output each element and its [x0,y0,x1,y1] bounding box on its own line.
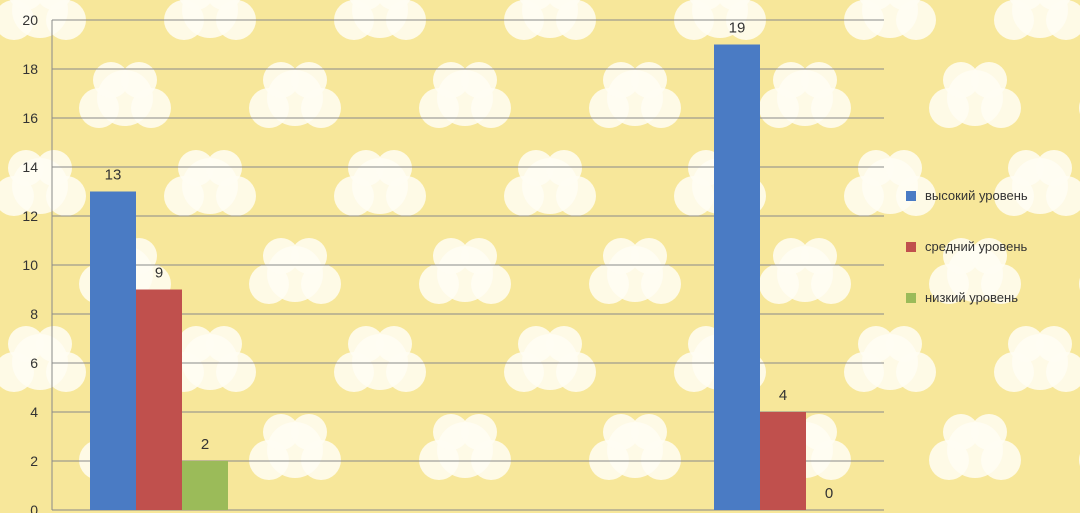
cloud-decoration [164,150,256,216]
cloud-decoration [929,414,1021,480]
bars [90,44,806,510]
legend-label-low: низкий уровень [925,290,1018,305]
y-tick-label: 16 [22,110,38,126]
bar [182,461,228,510]
legend-label-high: высокий уровень [925,188,1028,203]
data-label: 0 [825,485,833,502]
y-tick-label: 4 [30,404,38,420]
y-tick-label: 6 [30,355,38,371]
cloud-decoration [419,414,511,480]
data-label: 4 [779,387,787,404]
bar [136,289,182,510]
cloud-decoration [419,238,511,304]
legend-item-high: высокий уровень [906,188,1028,203]
cloud-decoration [994,326,1080,392]
legend-item-medium: средний уровень [906,239,1028,254]
legend-swatch-high [906,190,916,201]
bar [760,412,806,510]
cloud-decoration [504,326,596,392]
data-label: 13 [105,167,122,184]
cloud-decoration [504,150,596,216]
bar [714,44,760,510]
cloud-decoration [994,150,1080,216]
y-axis: 0 2 4 6 8 10 12 14 16 18 20 [22,12,53,513]
cloud-decoration [994,0,1080,40]
cloud-decoration [334,150,426,216]
cloud-decoration [249,414,341,480]
cloud-decoration [759,238,851,304]
legend-label-medium: средний уровень [925,239,1028,254]
cloud-decoration [334,326,426,392]
cloud-decoration [929,238,1021,304]
y-tick-label: 0 [30,502,38,513]
cloud-decoration [0,150,86,216]
y-tick-label: 12 [22,208,38,224]
data-labels: 13 9 2 19 4 0 [105,20,834,503]
cloud-decoration [0,0,86,40]
cloud-decoration [589,414,681,480]
data-label: 2 [201,436,209,453]
legend: высокий уровень средний уровень низкий у… [906,188,1028,305]
legend-swatch-medium [906,241,916,252]
cloud-decoration [844,150,936,216]
cloud-decoration [844,0,936,40]
cloud-decoration [844,326,936,392]
y-tick-label: 14 [22,159,38,175]
y-tick-label: 20 [22,12,38,28]
cloud-decoration [0,326,86,392]
data-label: 19 [729,20,746,37]
cloud-decoration [929,62,1021,128]
y-tick-label: 2 [30,453,38,469]
bar [90,191,136,510]
data-label: 9 [155,265,163,282]
cloud-decoration [164,326,256,392]
legend-item-low: низкий уровень [906,290,1028,305]
y-tick-label: 8 [30,306,38,322]
y-tick-label: 18 [22,61,38,77]
legend-swatch-low [906,292,916,303]
y-tick-label: 10 [22,257,38,273]
